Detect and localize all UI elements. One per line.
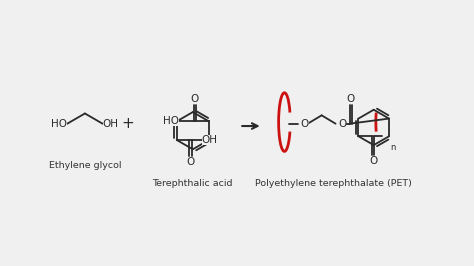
Text: +: +: [121, 116, 134, 131]
Text: O: O: [346, 94, 355, 104]
Text: Ethylene glycol: Ethylene glycol: [49, 161, 121, 170]
Text: O: O: [187, 157, 195, 167]
Text: Polyethylene terephthalate (PET): Polyethylene terephthalate (PET): [255, 178, 411, 188]
Text: O: O: [338, 119, 346, 129]
Text: HO: HO: [51, 119, 67, 129]
Text: O: O: [369, 156, 377, 166]
Text: OH: OH: [202, 135, 218, 145]
Text: HO: HO: [163, 116, 179, 126]
Text: O: O: [191, 94, 199, 104]
Text: n: n: [390, 143, 395, 152]
Text: Terephthalic acid: Terephthalic acid: [153, 178, 233, 188]
Text: OH: OH: [102, 119, 118, 129]
Text: O: O: [301, 119, 309, 129]
